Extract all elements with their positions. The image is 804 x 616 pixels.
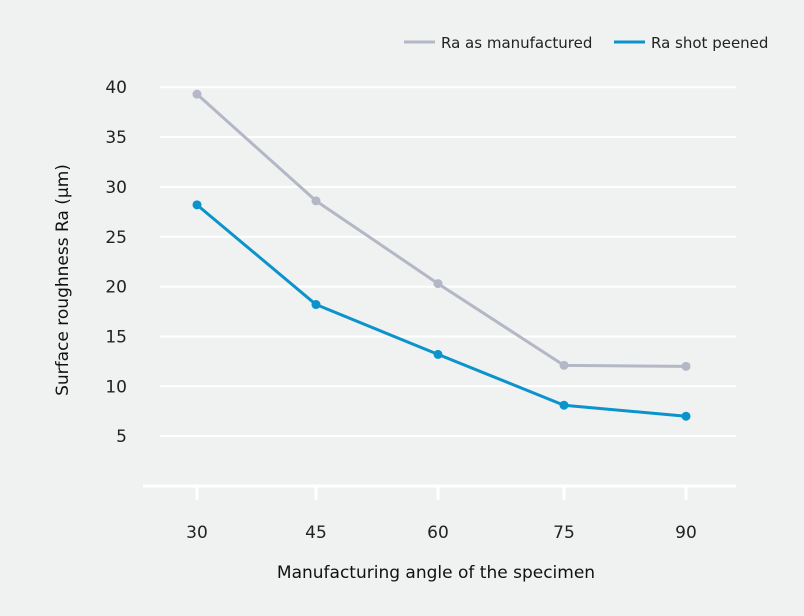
- series-0: [192, 89, 691, 371]
- data-point: [192, 200, 202, 210]
- x-tick-label: 30: [186, 523, 208, 543]
- y-tick-label: 30: [105, 178, 127, 198]
- x-tick-label: 90: [675, 523, 697, 543]
- data-point: [681, 361, 691, 371]
- grid-lines: [160, 86, 736, 438]
- y-tick-label: 15: [105, 327, 127, 347]
- y-tick-labels: 5 10 15 20 25 30 35 40: [105, 78, 127, 447]
- y-axis-title: Surface roughness Ra (µm): [53, 164, 73, 396]
- legend-label: Ra shot peened: [651, 34, 768, 52]
- legend: Ra as manufactured Ra shot peened: [404, 34, 768, 52]
- data-point: [433, 279, 443, 289]
- y-tick-label: 40: [105, 78, 127, 98]
- series-1: [192, 200, 691, 421]
- x-tick-label: 45: [305, 523, 327, 543]
- data-point: [559, 360, 569, 370]
- y-tick-label: 25: [105, 228, 127, 248]
- y-tick-label: 5: [116, 427, 127, 447]
- data-point: [433, 349, 443, 359]
- x-tick-label: 60: [427, 523, 449, 543]
- x-axis-title: Manufacturing angle of the specimen: [277, 563, 595, 583]
- x-axis: 30 45 60 75 90: [143, 484, 736, 543]
- data-point: [192, 89, 202, 99]
- data-point: [311, 300, 321, 310]
- data-point: [311, 196, 321, 206]
- x-tick-label: 75: [553, 523, 575, 543]
- data-point: [559, 400, 569, 410]
- y-tick-label: 20: [105, 278, 127, 298]
- data-point: [681, 411, 691, 421]
- series-line: [195, 93, 687, 368]
- series-group: [192, 89, 691, 421]
- y-tick-label: 10: [105, 377, 127, 397]
- y-tick-label: 35: [105, 128, 127, 148]
- legend-label: Ra as manufactured: [441, 34, 592, 52]
